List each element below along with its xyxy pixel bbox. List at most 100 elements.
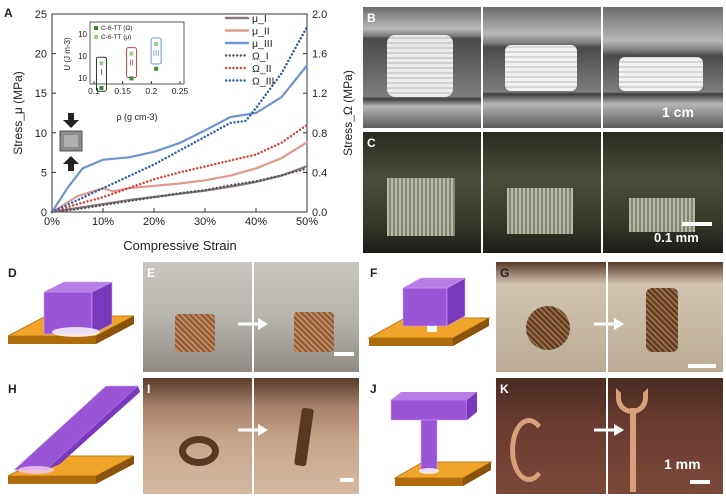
inset-x-title: ρ (g cm-3) <box>116 112 157 122</box>
panel-label-h: H <box>8 382 17 396</box>
inset-legend-label: C-6-TT (Ω) <box>101 25 132 32</box>
legend-label: Ω_III <box>252 76 274 88</box>
legend-label: Ω_II <box>252 63 272 75</box>
copper-lattice <box>646 288 678 352</box>
panel-label-j: J <box>370 382 377 396</box>
scale-bar-k <box>690 480 710 484</box>
inset-point <box>129 51 134 56</box>
copper-lattice-stem <box>630 408 636 492</box>
panel-g-photo-2 <box>608 262 723 372</box>
inset-x-tick-label: 0.25 <box>172 86 189 96</box>
y-right-tick-label: 1.6 <box>312 49 327 61</box>
panel-label-k: K <box>500 382 509 396</box>
x-tick-label: 30% <box>194 216 216 228</box>
scale-bar-g <box>688 364 716 368</box>
copper-lattice <box>510 418 548 482</box>
schematic-f <box>367 277 491 346</box>
panel-label-a: A <box>4 6 13 20</box>
panel-label-e: E <box>147 266 156 280</box>
y-left-tick-label: 25 <box>35 9 47 21</box>
lattice-sample <box>619 57 703 91</box>
panel-c-photo-2 <box>483 132 601 253</box>
panel-b-photo-3 <box>603 7 723 128</box>
inset-group-label: I <box>100 68 102 77</box>
y-right-tick-label: 0.4 <box>312 167 327 179</box>
inset-legend-marker <box>94 26 98 30</box>
inset-chart: 0.1 0.15 0.2 0.25 10 10 10 C-6-TT (Ω) C-6-TT (μ)… <box>63 21 189 122</box>
y-right-tick-label: 0.0 <box>312 207 327 219</box>
y-left-tick-label: 5 <box>41 167 47 179</box>
schematic-d <box>7 281 135 344</box>
t-lattice-stem <box>420 419 438 473</box>
micro-lattice <box>629 198 695 232</box>
x-tick-label: 20% <box>143 216 165 228</box>
panel-b-photo-1 <box>363 7 481 128</box>
inset-point <box>129 76 134 81</box>
inset-x-tick-label: 0.15 <box>114 86 131 96</box>
legend-label: μ_III <box>252 38 273 50</box>
arrow-g <box>594 318 624 330</box>
copper-lattice-fork <box>616 388 648 414</box>
panel-label-d: D <box>8 266 17 280</box>
scale-bar-i <box>340 478 354 482</box>
inset-x-tick-label: 0.1 <box>88 86 100 96</box>
micro-lattice <box>387 178 455 236</box>
copper-lattice <box>526 306 570 350</box>
y-left-tick-label: 20 <box>35 49 47 61</box>
y-right-tick-label: 2.0 <box>312 9 327 21</box>
schematic-j <box>390 392 493 486</box>
x-tick-label: 40% <box>245 216 267 228</box>
panel-e-photo-1 <box>143 262 252 372</box>
inset-group-label: III <box>153 49 160 58</box>
panel-k-photo-2 <box>608 378 723 494</box>
inset-y-title: U (J m-3) <box>63 37 72 71</box>
lattice-sample <box>505 45 577 91</box>
arrow-e <box>238 318 268 330</box>
y-right-tick-label: 0.8 <box>312 128 327 140</box>
panel-g-photo-1 <box>496 262 606 372</box>
panel-k-photo-1 <box>496 378 606 494</box>
x-axis-title: Compressive Strain <box>123 238 236 253</box>
compression-icon <box>59 113 83 171</box>
copper-lattice <box>179 436 219 466</box>
x-tick-label: 0% <box>44 216 60 228</box>
scale-bar-c-label: 0.1 mm <box>654 230 699 245</box>
inset-point <box>154 42 159 46</box>
schematic-h <box>7 385 140 484</box>
micro-lattice <box>507 188 573 234</box>
inset-group-label: II <box>129 59 133 68</box>
inset-x-tick-label: 0.2 <box>145 86 157 96</box>
inset-y-tick-label: 10 <box>78 30 87 39</box>
copper-lattice <box>294 407 314 467</box>
panel-label-b: B <box>367 11 376 25</box>
inset-y-tick-label: 10 <box>78 74 87 83</box>
arrow-k <box>594 424 624 436</box>
t-lattice-top <box>390 399 468 421</box>
inset-group-box <box>95 56 107 92</box>
y-axis-right-title: Stress_Ω (MPa) <box>341 70 355 156</box>
copper-lattice <box>294 312 334 352</box>
scale-bar-c <box>682 222 712 226</box>
series-line-omega-i <box>50 167 309 214</box>
y-left-tick-label: 10 <box>35 128 47 140</box>
series-line-omega-iii <box>50 25 309 214</box>
panel-b-photo-2 <box>483 7 601 128</box>
y-left-tick-label: 0 <box>41 207 47 219</box>
inset-legend-marker <box>94 35 98 39</box>
plot-frame <box>51 13 308 213</box>
inset-legend-label: C-6-TT (μ) <box>101 34 131 41</box>
panel-i-photo-2 <box>254 378 359 494</box>
y-right-tick-label: 1.2 <box>312 88 327 100</box>
panel-label-c: C <box>367 136 376 150</box>
scale-bar-b-label: 1 cm <box>662 104 694 120</box>
legend-label: μ_II <box>252 26 270 38</box>
legend-label: Ω_I <box>252 51 269 63</box>
panel-c-photo-3 <box>603 132 723 253</box>
copper-lattice <box>175 314 215 352</box>
series-line-mu-iii <box>50 64 309 214</box>
y-left-tick-label: 15 <box>35 88 47 100</box>
x-tick-label: 10% <box>92 216 114 228</box>
x-tick-label: 50% <box>296 216 318 228</box>
inset-point <box>99 61 104 66</box>
